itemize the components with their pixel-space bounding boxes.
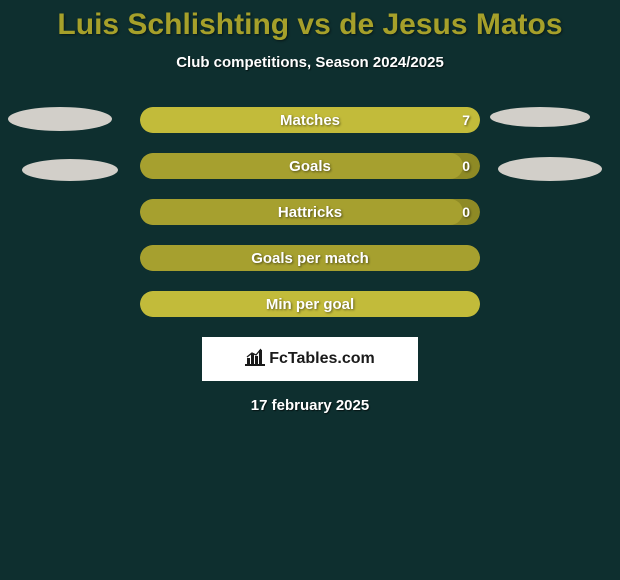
player-placeholder: [490, 107, 590, 127]
page-title: Luis Schlishting vs de Jesus Matos: [0, 0, 620, 42]
stat-row: Goals0: [140, 153, 480, 179]
player-placeholder: [498, 157, 602, 181]
player-placeholder: [8, 107, 112, 131]
stat-label: Goals: [140, 153, 480, 179]
stat-label: Matches: [140, 107, 480, 133]
logo-box: FcTables.com: [202, 337, 418, 381]
date-text: 17 february 2025: [0, 397, 620, 414]
stat-label: Hattricks: [140, 199, 480, 225]
stat-row: Goals per match: [140, 245, 480, 271]
stat-value-right: 7: [462, 107, 470, 133]
stat-label: Min per goal: [140, 291, 480, 317]
logo-text: FcTables.com: [269, 350, 375, 368]
stat-rows: Matches7Goals0Hattricks0Goals per matchM…: [140, 107, 480, 317]
chart-area: Matches7Goals0Hattricks0Goals per matchM…: [0, 107, 620, 317]
stat-label: Goals per match: [140, 245, 480, 271]
player-placeholder: [22, 159, 118, 181]
stat-row: Min per goal: [140, 291, 480, 317]
stat-value-right: 0: [462, 153, 470, 179]
chart-icon: [245, 348, 265, 371]
stat-row: Hattricks0: [140, 199, 480, 225]
stat-value-right: 0: [462, 199, 470, 225]
subtitle: Club competitions, Season 2024/2025: [0, 54, 620, 71]
stat-row: Matches7: [140, 107, 480, 133]
